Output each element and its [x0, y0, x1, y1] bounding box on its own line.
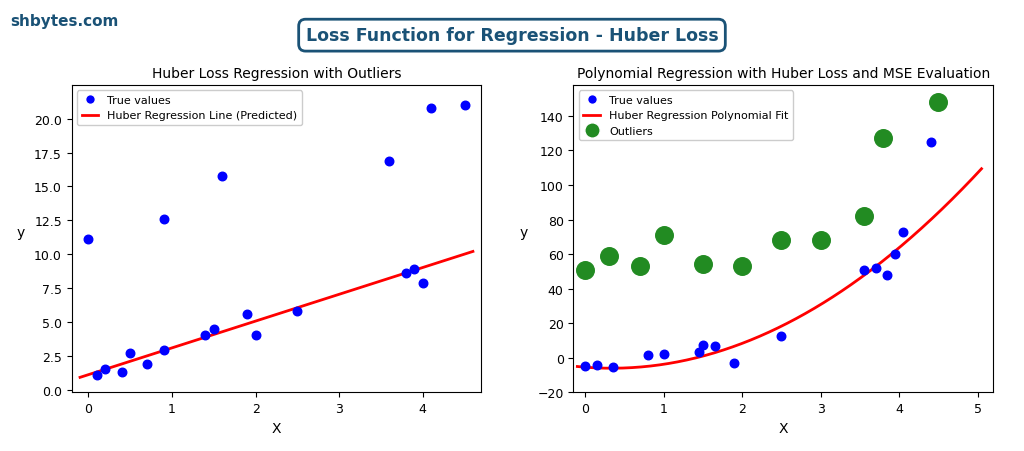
Point: [88, 371, 104, 378]
Point: [694, 261, 711, 268]
Point: [655, 232, 672, 239]
Point: [97, 366, 114, 373]
Point: [289, 308, 305, 315]
Point: [423, 105, 439, 112]
Point: [856, 267, 872, 274]
Point: [632, 263, 648, 270]
Point: [577, 363, 593, 370]
Y-axis label: y: y: [519, 225, 527, 239]
Point: [923, 139, 939, 146]
Point: [640, 352, 656, 359]
Point: [691, 348, 708, 355]
Point: [138, 360, 155, 368]
Point: [577, 267, 593, 274]
Point: [114, 368, 130, 376]
Point: [707, 343, 723, 350]
Point: [156, 347, 172, 354]
Title: Huber Loss Regression with Outliers: Huber Loss Regression with Outliers: [152, 66, 401, 80]
Point: [930, 99, 946, 106]
Point: [156, 216, 172, 223]
Point: [856, 213, 872, 220]
Point: [122, 350, 138, 357]
Legend: True values, Huber Regression Polynomial Fit, Outliers: True values, Huber Regression Polynomial…: [579, 91, 793, 141]
Point: [867, 265, 884, 272]
Point: [895, 229, 911, 236]
Point: [206, 325, 222, 332]
Point: [457, 102, 473, 110]
Point: [415, 279, 431, 286]
Point: [694, 341, 711, 349]
Point: [604, 364, 621, 371]
Point: [589, 361, 605, 368]
Point: [398, 270, 415, 277]
Point: [655, 351, 672, 358]
Point: [887, 251, 903, 258]
Point: [880, 272, 896, 279]
Point: [812, 237, 828, 244]
Point: [773, 333, 790, 340]
Title: Polynomial Regression with Huber Loss and MSE Evaluation: Polynomial Regression with Huber Loss an…: [577, 66, 990, 80]
X-axis label: X: X: [271, 421, 282, 435]
Point: [407, 266, 423, 273]
Text: Loss Function for Regression - Huber Loss: Loss Function for Regression - Huber Los…: [305, 27, 719, 45]
Point: [734, 263, 751, 270]
Point: [214, 173, 230, 180]
Point: [773, 237, 790, 244]
Point: [248, 332, 264, 339]
Point: [239, 310, 255, 318]
Point: [600, 253, 616, 260]
Point: [198, 332, 214, 339]
Point: [381, 158, 397, 165]
Y-axis label: y: y: [16, 225, 25, 239]
Point: [726, 359, 742, 367]
X-axis label: X: X: [778, 421, 788, 435]
Text: shbytes.com: shbytes.com: [10, 14, 119, 28]
Point: [876, 135, 892, 143]
Point: [80, 236, 96, 243]
Legend: True values, Huber Regression Line (Predicted): True values, Huber Regression Line (Pred…: [77, 91, 302, 125]
